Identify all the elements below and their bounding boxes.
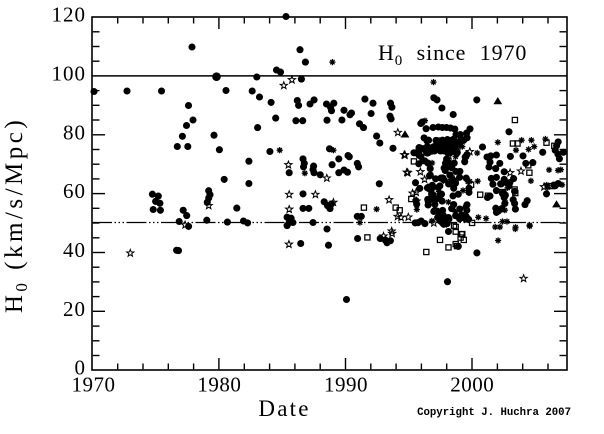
svg-text:120: 120 <box>52 3 87 27</box>
svg-text:Date: Date <box>258 396 310 421</box>
svg-text:H0 (km/s/Mpc): H0 (km/s/Mpc) <box>1 117 31 313</box>
svg-text:H0 since 1970: H0 since 1970 <box>378 40 527 69</box>
svg-text:100: 100 <box>52 61 87 85</box>
svg-text:1980: 1980 <box>197 373 241 397</box>
svg-text:Copyright J. Huchra 2007: Copyright J. Huchra 2007 <box>417 407 571 419</box>
svg-text:2000: 2000 <box>450 373 494 397</box>
svg-text:1970: 1970 <box>72 373 116 397</box>
svg-text:0: 0 <box>75 356 87 380</box>
svg-text:1990: 1990 <box>324 373 368 397</box>
svg-text:20: 20 <box>63 297 86 321</box>
svg-text:80: 80 <box>63 120 86 144</box>
svg-text:60: 60 <box>63 179 86 203</box>
svg-text:40: 40 <box>63 238 86 262</box>
